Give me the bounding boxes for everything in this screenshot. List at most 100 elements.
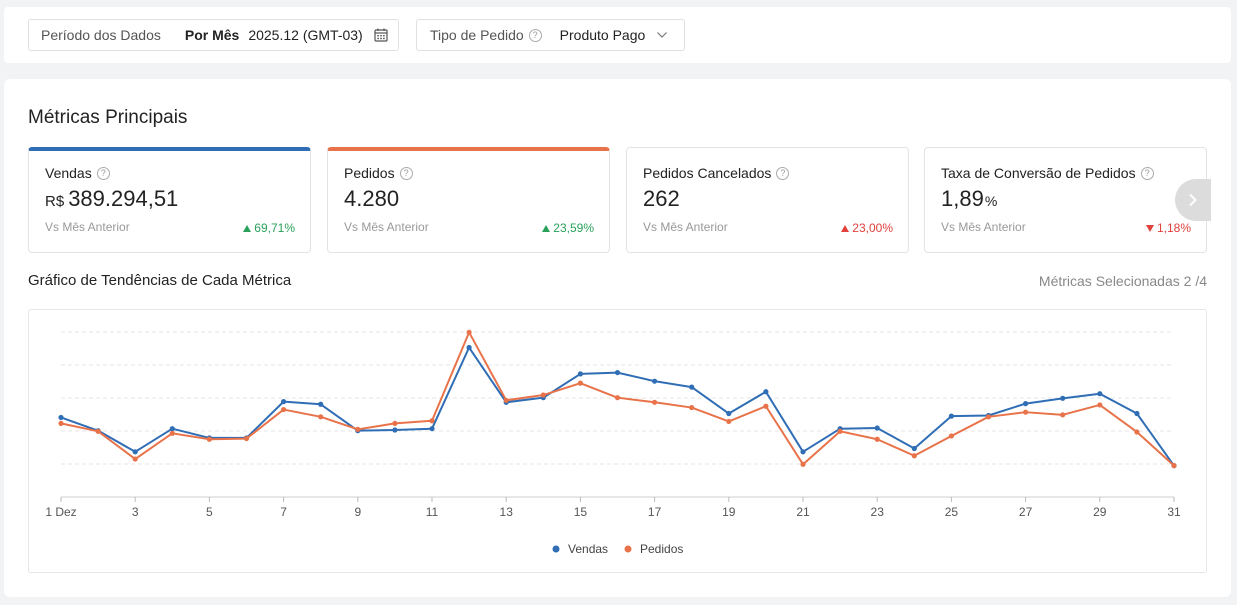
next-cards-button[interactable] bbox=[1175, 179, 1211, 221]
metric-delta-value: 23,59% bbox=[553, 221, 594, 235]
period-label: Período dos Dados bbox=[41, 27, 161, 43]
data-point-pedidos bbox=[985, 414, 992, 420]
metric-delta-value: 1,18% bbox=[1156, 221, 1191, 235]
legend-marker-pedidos bbox=[624, 545, 632, 553]
data-point-pedidos bbox=[281, 406, 287, 413]
data-point-vendas bbox=[948, 413, 955, 419]
data-point-pedidos bbox=[614, 395, 621, 401]
trend-chart: 1 Dez 3 5 7 9 11 13 15 17 19 21 23 25 27 29 31 Vendas Ped… bbox=[28, 309, 1207, 573]
calendar-icon[interactable] bbox=[374, 28, 388, 42]
period-mode[interactable]: Por Mês bbox=[184, 27, 240, 43]
data-point-pedidos bbox=[429, 418, 435, 424]
data-point-pedidos bbox=[318, 414, 324, 420]
data-point-vendas bbox=[318, 401, 324, 407]
chevron-right-icon bbox=[1189, 193, 1197, 207]
chevron-down-icon[interactable] bbox=[656, 29, 668, 41]
metric-card-vendas[interactable]: Vendas ? R$ 389.294,51 Vs Mês Anterior 69… bbox=[28, 147, 311, 253]
data-point-pedidos bbox=[1097, 402, 1103, 408]
data-point-vendas bbox=[392, 427, 398, 433]
data-point-pedidos bbox=[1060, 412, 1066, 418]
data-point-vendas bbox=[132, 449, 138, 455]
data-point-vendas bbox=[763, 389, 769, 395]
x-tick-label: 13 bbox=[500, 505, 514, 519]
x-tick-label: 17 bbox=[648, 505, 662, 519]
metric-card-pedidos[interactable]: Pedidos ? 4.280 Vs Mês Anterior 23,59% bbox=[327, 147, 610, 253]
help-icon[interactable]: ? bbox=[1140, 166, 1154, 180]
data-point-vendas bbox=[429, 426, 435, 432]
data-point-pedidos bbox=[355, 426, 361, 432]
data-point-pedidos bbox=[58, 420, 64, 427]
data-point-vendas bbox=[1134, 410, 1140, 417]
filter-bar: Período dos Dados Por Mês 2025.12 (GMT-0… bbox=[4, 7, 1231, 63]
x-tick-label: 5 bbox=[206, 505, 213, 519]
data-point-vendas bbox=[689, 384, 695, 390]
x-tick-label: 3 bbox=[132, 505, 139, 519]
help-icon[interactable]: ? bbox=[776, 166, 790, 180]
legend-label-vendas: Vendas bbox=[568, 542, 608, 556]
data-point-pedidos bbox=[689, 404, 695, 411]
data-point-pedidos bbox=[169, 430, 175, 436]
help-icon[interactable]: ? bbox=[528, 28, 542, 42]
triangle-down-icon bbox=[1145, 224, 1154, 232]
data-point-vendas bbox=[281, 399, 287, 405]
data-point-pedidos bbox=[132, 456, 138, 462]
data-point-vendas bbox=[726, 410, 732, 417]
metric-delta: 23,59% bbox=[542, 221, 594, 235]
period-value[interactable]: 2025.12 (GMT-03) bbox=[248, 27, 363, 43]
data-point-vendas bbox=[169, 426, 175, 432]
metric-unit: % bbox=[984, 193, 998, 209]
selected-metrics-count[interactable]: Métricas Selecionadas 2 /4 bbox=[1038, 273, 1207, 289]
data-point-pedidos bbox=[95, 428, 101, 434]
data-point-pedidos bbox=[911, 453, 917, 459]
data-point-pedidos bbox=[726, 418, 732, 425]
data-point-vendas bbox=[800, 449, 806, 455]
legend-marker-vendas bbox=[552, 545, 560, 553]
metric-value: 262 bbox=[643, 186, 680, 211]
order-type-value[interactable]: Produto Pago bbox=[559, 27, 646, 43]
metric-value-number: 1,89 bbox=[941, 186, 984, 211]
data-point-pedidos bbox=[1023, 409, 1029, 415]
x-tick-label: 27 bbox=[1019, 505, 1033, 519]
data-point-vendas bbox=[1097, 391, 1103, 397]
data-point-vendas bbox=[652, 378, 658, 384]
metric-compare-label: Vs Mês Anterior bbox=[643, 220, 728, 234]
metric-card-taxa-conversao[interactable]: Taxa de Conversão de Pedidos ? 1,89% Vs … bbox=[924, 147, 1207, 253]
x-tick-label: 31 bbox=[1167, 505, 1181, 519]
data-point-vendas bbox=[577, 371, 584, 377]
data-point-pedidos bbox=[874, 436, 880, 442]
data-point-vendas bbox=[466, 344, 472, 351]
metric-card-title: Taxa de Conversão de Pedidos ? bbox=[941, 165, 1154, 181]
triangle-up-icon bbox=[841, 224, 850, 232]
help-icon[interactable]: ? bbox=[399, 166, 413, 180]
section-title: Métricas Principais bbox=[28, 107, 188, 128]
period-filter[interactable]: Período dos Dados Por Mês 2025.12 (GMT-0… bbox=[28, 19, 399, 51]
metric-value: R$ 389.294,51 bbox=[45, 186, 178, 212]
metric-card-title: Pedidos ? bbox=[344, 165, 413, 181]
order-type-filter[interactable]: Tipo de Pedido ? Produto Pago bbox=[416, 19, 685, 51]
data-point-pedidos bbox=[503, 397, 509, 403]
x-tick-label: 25 bbox=[945, 505, 959, 519]
x-tick-label: 29 bbox=[1093, 505, 1107, 519]
x-tick-label: 15 bbox=[574, 505, 588, 519]
metric-title-text: Vendas bbox=[45, 165, 92, 181]
data-point-vendas bbox=[911, 445, 917, 452]
data-point-pedidos bbox=[392, 420, 398, 427]
x-tick-label: 7 bbox=[280, 505, 287, 519]
metric-card-pedidos-cancelados[interactable]: Pedidos Cancelados ? 262 Vs Mês Anterior… bbox=[626, 147, 909, 253]
data-point-vendas bbox=[614, 369, 621, 376]
currency-symbol: R$ bbox=[45, 193, 65, 210]
data-point-pedidos bbox=[1171, 463, 1177, 469]
data-point-pedidos bbox=[540, 392, 546, 398]
metric-title-text: Taxa de Conversão de Pedidos bbox=[941, 165, 1136, 181]
help-icon[interactable]: ? bbox=[96, 166, 110, 180]
data-point-pedidos bbox=[948, 433, 955, 439]
metrics-panel: Métricas Principais Vendas ? R$ 389.294,5… bbox=[4, 79, 1231, 597]
data-point-vendas bbox=[1023, 401, 1029, 407]
order-type-label: Tipo de Pedido bbox=[430, 27, 524, 43]
metric-delta: 69,71% bbox=[243, 221, 295, 235]
metric-delta: 1,18% bbox=[1145, 221, 1191, 235]
metric-value-number: 389.294,51 bbox=[68, 186, 179, 211]
metric-card-title: Pedidos Cancelados ? bbox=[643, 165, 790, 181]
data-point-pedidos bbox=[652, 399, 658, 405]
data-point-vendas bbox=[874, 425, 880, 431]
